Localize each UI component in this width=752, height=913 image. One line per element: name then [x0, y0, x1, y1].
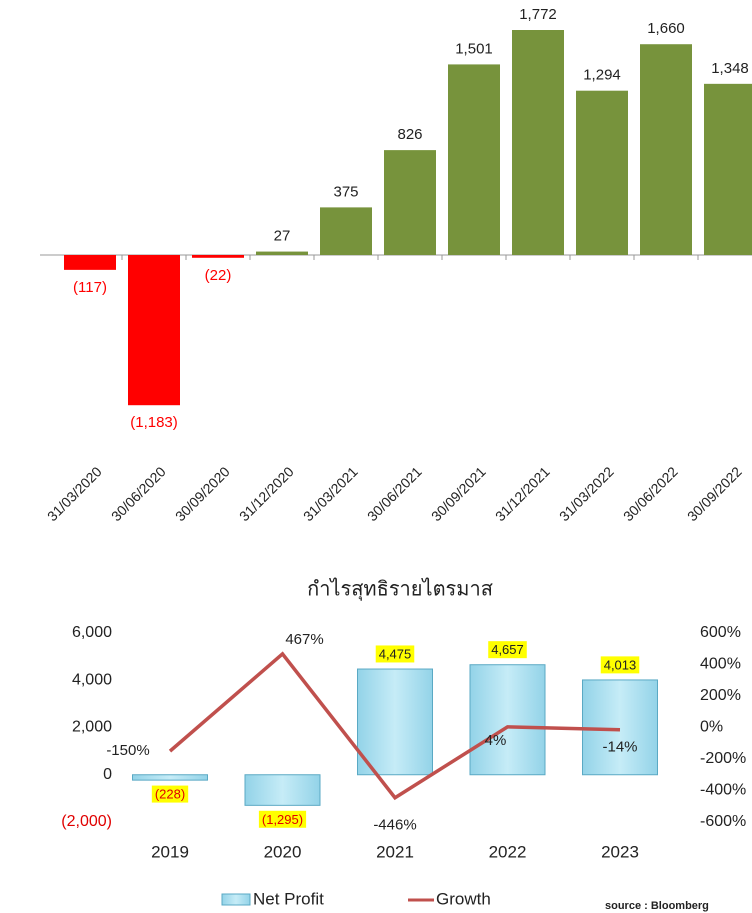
y2-tick-label: 600%: [700, 624, 741, 641]
data-label: 467%: [285, 631, 323, 648]
label-background: [600, 656, 640, 674]
bar: [132, 774, 208, 781]
y-tick-label: 2,000: [72, 719, 112, 736]
bar: [512, 30, 564, 255]
data-label: 4,475: [379, 646, 412, 661]
x-tick-label: 31/03/2021: [300, 463, 361, 524]
bar: [576, 90, 628, 256]
legend-label: Growth: [436, 889, 491, 908]
y2-tick-label: -200%: [700, 750, 746, 767]
y2-tick-label: 400%: [700, 656, 741, 673]
label-background: [375, 645, 415, 663]
data-label: 4%: [485, 732, 507, 749]
x-tick-label: 30/09/2022: [684, 463, 745, 524]
bar: [384, 150, 436, 255]
data-label: 4,657: [491, 642, 524, 657]
x-tick-label: 30/06/2021: [364, 463, 425, 524]
source: source : Bloomberg: [605, 900, 709, 912]
legend-swatch: [221, 893, 251, 906]
x-tick-label: 31/12/2020: [236, 463, 297, 524]
label-background: [151, 785, 189, 803]
legend-label: Net Profit: [253, 889, 324, 908]
line: [168, 651, 621, 801]
x-tick-label: 2023: [601, 842, 639, 861]
bar: [704, 83, 752, 256]
x-tick-label: 30/06/2022: [620, 463, 681, 524]
data-label: (1,183): [130, 414, 178, 431]
y2-tick-label: -600%: [700, 813, 746, 830]
data-label: 1,294: [583, 67, 621, 84]
x-tick-label: 2021: [376, 842, 414, 861]
data-label: 1,348: [711, 60, 749, 77]
bar: [192, 255, 244, 258]
data-label: (1,295): [262, 812, 303, 827]
bar: [256, 251, 308, 255]
y2-tick-label: 200%: [700, 687, 741, 704]
x-tick-label: 2022: [489, 842, 527, 861]
data-label: 27: [274, 228, 291, 245]
data-label: 4,013: [604, 657, 637, 672]
bar: [469, 664, 546, 776]
data-label: -446%: [373, 817, 416, 834]
x-tick-label: 2020: [264, 842, 302, 861]
bar: [357, 668, 433, 776]
data-label: 1,660: [647, 20, 685, 37]
x-tick-label: 31/03/2022: [556, 463, 617, 524]
data-label: (117): [73, 279, 107, 296]
bar: [244, 774, 321, 806]
data-label: -150%: [106, 742, 149, 759]
y-tick-label: 0: [103, 766, 112, 783]
data-label: 826: [397, 126, 422, 143]
label-background: [488, 641, 527, 659]
x-tick-label: 30/06/2020: [108, 463, 169, 524]
y2-tick-label: 0%: [700, 719, 723, 736]
x-tick-label: 30/09/2021: [428, 463, 489, 524]
x-tick-label: 31/03/2020: [44, 463, 105, 524]
data-label: 1,772: [519, 6, 557, 23]
bar: [640, 44, 692, 255]
bar: [128, 255, 180, 406]
y-tick-label: 4,000: [72, 671, 112, 688]
data-label: 375: [333, 183, 358, 200]
bar: [320, 207, 372, 255]
label-background: [258, 810, 307, 828]
data-label: (228): [155, 787, 185, 802]
x-tick-label: 2019: [151, 842, 189, 861]
data-label: (22): [205, 267, 232, 284]
x-tick-label: 31/12/2021: [492, 463, 553, 524]
y-tick-label: 6,000: [72, 624, 112, 641]
data-label: 1,501: [455, 40, 493, 57]
y-tick-label: (2,000): [61, 813, 112, 830]
y2-tick-label: -400%: [700, 782, 746, 799]
x-tick-label: 30/09/2020: [172, 463, 233, 524]
chart-title: กำไรสุทธิรายไตรมาส: [307, 577, 493, 601]
data-label: -14%: [602, 739, 637, 756]
bar: [448, 64, 500, 255]
bar: [64, 255, 116, 270]
